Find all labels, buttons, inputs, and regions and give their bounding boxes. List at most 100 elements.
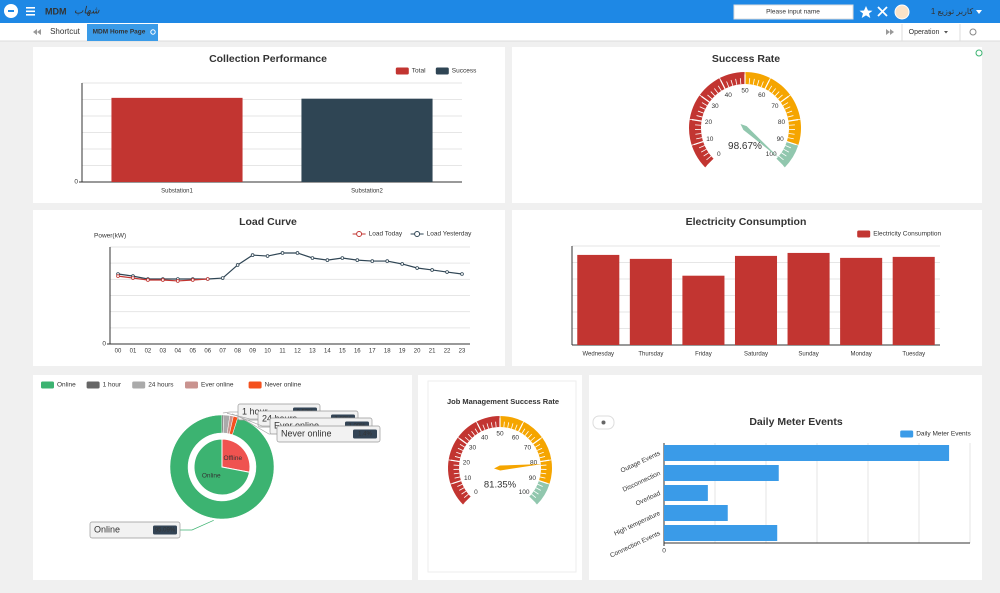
gauge-minor-tick xyxy=(771,88,776,94)
search-placeholder: Please input name xyxy=(766,9,820,16)
gauge-tick-label: 80 xyxy=(530,459,538,466)
x-tick-label: 08 xyxy=(234,349,241,355)
gauge-minor-tick xyxy=(781,152,787,157)
fullscreen-icon[interactable] xyxy=(877,6,888,17)
gauge-tick-label: 80 xyxy=(778,119,786,126)
brand: MDM xyxy=(45,6,67,16)
avatar[interactable] xyxy=(894,4,910,20)
gauge-minor-tick xyxy=(456,451,462,455)
legend-label: Electricity Consumption xyxy=(873,231,941,238)
gauge-tick xyxy=(786,141,797,146)
gauge-minor-tick xyxy=(730,79,734,86)
gauge-minor-tick xyxy=(717,85,722,92)
star-icon[interactable] xyxy=(859,6,873,18)
gauge-minor-tick xyxy=(710,91,716,97)
tab-active-label: MDM Home Page xyxy=(93,29,146,36)
panel-icon[interactable] xyxy=(975,49,983,57)
gauge-minor-tick xyxy=(697,110,704,114)
legend-label: Daily Meter Events xyxy=(916,431,971,438)
gauge-minor-tick xyxy=(535,487,541,491)
gauge-tick-label: 60 xyxy=(512,434,520,441)
gauge-minor-tick xyxy=(699,106,706,110)
legend-label: Load Yesterday xyxy=(427,231,473,238)
panel xyxy=(33,47,505,203)
point xyxy=(176,279,180,283)
gauge-minor-tick xyxy=(454,476,461,479)
callout-line xyxy=(180,520,214,531)
gauge-minor-tick xyxy=(535,443,541,448)
bar xyxy=(664,505,728,521)
point xyxy=(205,277,210,281)
point xyxy=(265,254,270,258)
legend-marker xyxy=(356,231,363,237)
gauge-tick xyxy=(764,79,770,90)
user-caret[interactable] xyxy=(976,10,982,14)
bar xyxy=(301,98,433,182)
gauge-tick-label: 0 xyxy=(474,489,478,496)
x-tick-label: 20 xyxy=(414,349,421,355)
point xyxy=(161,278,165,282)
gauge-band xyxy=(745,72,801,146)
gauge-minor-tick xyxy=(531,493,537,498)
gauge-minor-tick xyxy=(785,145,792,149)
gauge-minor-tick xyxy=(486,423,489,429)
gauge-minor-tick xyxy=(511,423,514,429)
gauge-tick xyxy=(775,158,784,167)
gauge-tick-label: 90 xyxy=(777,136,785,143)
inner-slice xyxy=(193,438,251,496)
legend-label: Success xyxy=(452,68,477,75)
y-tick-label: 0 xyxy=(102,341,106,348)
gauge-tick-label: 40 xyxy=(481,434,489,441)
point xyxy=(146,278,150,282)
point xyxy=(415,266,419,270)
legend-swatch xyxy=(132,381,146,389)
gauge-minor-tick xyxy=(786,110,793,114)
refresh-icon[interactable] xyxy=(969,28,977,36)
gauge-minor-tick xyxy=(539,476,546,479)
inner-label: Online xyxy=(202,473,221,480)
panel xyxy=(589,375,982,580)
gauge-tick-label: 70 xyxy=(524,445,532,452)
gauge-minor-tick xyxy=(459,443,465,448)
gauge-tick xyxy=(518,423,524,432)
gauge-minor-tick xyxy=(698,145,705,149)
gauge-minor-tick xyxy=(461,490,467,495)
inner-label: Offline xyxy=(223,455,242,462)
callout-name: Online xyxy=(94,524,120,534)
legend-swatch xyxy=(395,67,409,75)
tab-next2[interactable] xyxy=(890,29,894,35)
gauge-minor-tick xyxy=(490,422,493,428)
gauge-minor-tick xyxy=(507,422,510,428)
gauge-minor-tick xyxy=(539,456,546,459)
menu-button[interactable] xyxy=(26,7,35,16)
legend-marker xyxy=(414,231,421,237)
gauge-minor-tick xyxy=(760,81,764,88)
tab-prev2[interactable] xyxy=(37,29,41,35)
gauge-tick-label: 60 xyxy=(758,92,766,99)
gauge-minor-tick xyxy=(784,106,791,110)
operation-caret[interactable] xyxy=(944,31,948,34)
gauge-minor-tick xyxy=(701,102,708,106)
tab-bar xyxy=(0,23,1000,41)
active-tab[interactable] xyxy=(87,24,158,41)
tab-prev[interactable] xyxy=(33,29,37,35)
x-tick-label: 06 xyxy=(204,349,211,355)
search-box[interactable] xyxy=(733,4,854,20)
tab-next[interactable] xyxy=(886,29,890,35)
tab-close[interactable] xyxy=(150,29,156,35)
gauge-minor-tick xyxy=(787,137,794,140)
gauge-tick xyxy=(464,496,472,504)
gauge-tick xyxy=(450,459,460,463)
gauge-minor-tick xyxy=(778,155,784,161)
x-tick-label: 21 xyxy=(429,349,436,355)
callout-name: Never online xyxy=(281,428,332,438)
gauge-tick xyxy=(540,459,550,463)
gauge-minor-tick xyxy=(774,91,780,97)
gauge-pointer xyxy=(494,464,543,471)
gauge-minor-tick xyxy=(782,102,789,106)
point xyxy=(400,262,404,266)
point xyxy=(385,259,390,263)
gauge-minor-tick xyxy=(453,472,460,475)
x-tick-label: 13 xyxy=(309,349,316,355)
